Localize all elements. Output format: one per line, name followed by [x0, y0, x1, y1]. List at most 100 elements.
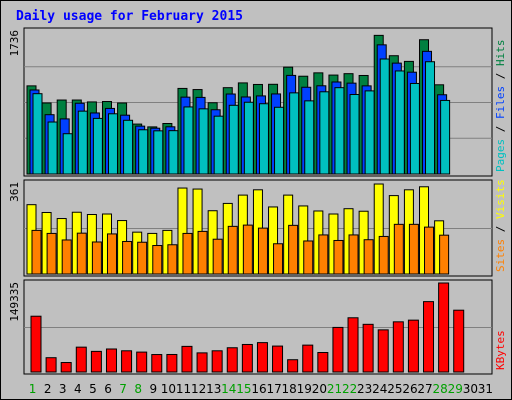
bar-kbytes-day-28: [438, 282, 450, 373]
panel-middle-ymax-label: 361: [8, 182, 21, 202]
x-tick-label-day-20: 20: [312, 382, 327, 396]
bar-pages-day-6: [107, 113, 118, 175]
bar-kbytes-day-3: [60, 362, 72, 373]
bar-kbytes-day-9: [151, 354, 163, 373]
bar-sites-day-3: [61, 239, 72, 275]
bar-kbytes-day-10: [166, 353, 178, 373]
bar-pages-day-4: [77, 110, 88, 175]
bar-sites-day-7: [122, 240, 133, 275]
x-tick-label-day-15: 15: [236, 382, 251, 396]
bar-sites-day-8: [137, 241, 148, 275]
bar-sites-day-18: [288, 224, 299, 275]
bar-pages-day-12: [198, 108, 209, 175]
x-tick-label-day-24: 24: [372, 382, 387, 396]
bar-kbytes-day-22: [347, 317, 359, 373]
bar-kbytes-day-24: [377, 329, 389, 373]
x-tick-label-day-12: 12: [191, 382, 206, 396]
x-tick-label-day-10: 10: [161, 382, 176, 396]
x-tick-label-day-22: 22: [342, 382, 357, 396]
bar-sites-day-4: [76, 232, 87, 275]
bar-kbytes-day-21: [332, 326, 344, 373]
x-tick-label-day-16: 16: [251, 382, 266, 396]
bar-pages-day-19: [304, 100, 315, 175]
bar-kbytes-day-23: [362, 323, 374, 373]
bar-pages-day-8: [138, 129, 149, 175]
bar-sites-day-19: [303, 240, 314, 275]
x-tick-label-day-31: 31: [478, 382, 493, 396]
panel-top-ymax-label: 1736: [8, 30, 21, 57]
bar-pages-day-2: [47, 121, 58, 175]
panel-top-legend-item: Hits: [494, 40, 507, 67]
x-tick-label-day-27: 27: [417, 382, 432, 396]
panel-top-legend-item: /: [494, 119, 507, 139]
bar-sites-day-28: [439, 234, 450, 275]
bar-pages-day-21: [334, 87, 345, 175]
bar-pages-day-22: [349, 94, 360, 175]
bar-sites-day-16: [257, 227, 268, 275]
bar-pages-day-27: [425, 61, 436, 175]
bar-pages-day-26: [409, 82, 420, 175]
bar-sites-day-12: [197, 230, 208, 275]
panel-middle-legend-item: Sites: [494, 239, 507, 272]
panel-middle-legend-item: Visits: [494, 179, 507, 219]
x-tick-label-day-28: 28: [433, 382, 448, 396]
bar-sites-day-25: [393, 223, 404, 275]
panel-bottom-legend-item: KBytes: [494, 330, 507, 370]
bar-pages-day-3: [62, 133, 73, 175]
bar-sites-day-27: [424, 226, 435, 275]
bar-sites-day-6: [106, 233, 117, 275]
x-tick-label-day-29: 29: [448, 382, 463, 396]
bar-sites-day-11: [182, 232, 193, 275]
bar-pages-day-25: [394, 70, 405, 175]
bar-pages-day-11: [183, 106, 194, 175]
bar-kbytes-day-17: [272, 345, 284, 373]
x-tick-label-day-11: 11: [176, 382, 191, 396]
bar-kbytes-day-13: [211, 350, 223, 373]
panel-top-legend-item: /: [494, 66, 507, 86]
bar-sites-day-23: [363, 239, 374, 275]
bar-pages-day-17: [274, 106, 285, 175]
bar-kbytes-day-15: [241, 343, 253, 373]
x-tick-label-day-8: 8: [134, 382, 142, 396]
x-tick-label-day-30: 30: [463, 382, 478, 396]
bar-kbytes-day-26: [407, 319, 419, 373]
bar-kbytes-day-19: [302, 344, 314, 373]
bar-sites-day-17: [273, 243, 284, 275]
bar-pages-day-24: [379, 58, 390, 175]
panel-top-legend: Pages / Files / Hits: [494, 40, 507, 173]
bar-kbytes-day-4: [75, 346, 87, 373]
bar-pages-day-20: [319, 91, 330, 175]
bar-pages-day-23: [364, 90, 375, 175]
bar-pages-day-9: [153, 130, 164, 175]
bar-pages-day-5: [92, 117, 103, 175]
x-tick-label-day-7: 7: [119, 382, 127, 396]
bar-sites-day-10: [167, 244, 178, 275]
panel-top-legend-item: Files: [494, 86, 507, 119]
bar-pages-day-1: [32, 93, 43, 175]
panel-bottom-ymax-label: 149335: [8, 282, 21, 322]
panel-top-legend-item: Pages: [494, 139, 507, 172]
panel-middle-legend-item: /: [494, 219, 507, 239]
bar-kbytes-day-29: [453, 309, 465, 373]
x-tick-label-day-18: 18: [282, 382, 297, 396]
bar-kbytes-day-11: [181, 345, 193, 373]
x-tick-label-day-5: 5: [89, 382, 97, 396]
bar-kbytes-day-12: [196, 352, 208, 373]
bar-kbytes-day-1: [30, 315, 42, 373]
x-tick-label-day-26: 26: [402, 382, 417, 396]
bar-pages-day-16: [258, 103, 269, 175]
bar-pages-day-7: [123, 119, 134, 175]
x-tick-label-day-2: 2: [44, 382, 52, 396]
bar-sites-day-24: [378, 235, 389, 275]
x-tick-label-day-4: 4: [74, 382, 82, 396]
bar-pages-day-13: [213, 115, 224, 175]
bar-kbytes-day-7: [121, 350, 133, 373]
bar-kbytes-day-6: [105, 348, 117, 373]
panel-bottom-legend: KBytes: [494, 330, 507, 370]
bar-sites-day-9: [152, 245, 163, 275]
bar-pages-day-14: [228, 104, 239, 175]
bar-pages-day-10: [168, 130, 179, 175]
bar-kbytes-day-25: [392, 321, 404, 373]
bar-sites-day-22: [348, 234, 359, 275]
